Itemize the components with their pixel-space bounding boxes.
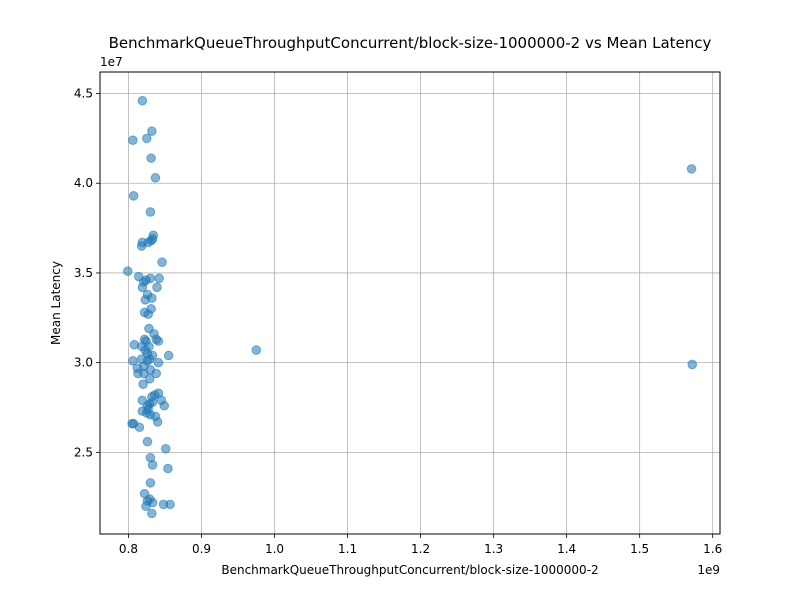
data-point bbox=[163, 463, 173, 474]
chart-title: BenchmarkQueueThroughputConcurrent/block… bbox=[109, 34, 712, 52]
data-point bbox=[151, 368, 162, 379]
data-point bbox=[144, 374, 155, 384]
x-axis-offset-text: 1e9 bbox=[697, 563, 720, 577]
x-axis-ticks: 0.8 0.9 1.0 1.1 1.2 1.3 1.4 1.5 1.6 bbox=[119, 534, 722, 556]
x-tick-label: 1.5 bbox=[630, 542, 649, 556]
data-points bbox=[122, 95, 698, 519]
data-point bbox=[137, 406, 148, 416]
data-point bbox=[141, 501, 151, 511]
x-tick-label: 1.4 bbox=[557, 542, 576, 556]
y-axis-ticks: 2.5 3.0 3.5 4.0 4.5 bbox=[74, 87, 100, 459]
data-point bbox=[150, 173, 161, 183]
data-point bbox=[139, 368, 149, 379]
data-point bbox=[137, 95, 148, 106]
data-point bbox=[145, 478, 156, 488]
data-point bbox=[146, 304, 156, 314]
data-point bbox=[142, 436, 153, 447]
x-axis-label: BenchmarkQueueThroughputConcurrent/block… bbox=[221, 563, 598, 577]
plot-frame bbox=[99, 71, 721, 535]
data-point bbox=[128, 356, 138, 366]
data-point bbox=[163, 350, 174, 361]
data-point bbox=[122, 266, 133, 276]
data-point bbox=[128, 135, 138, 145]
data-point bbox=[147, 508, 157, 519]
x-tick-label: 1.6 bbox=[703, 542, 722, 556]
data-point bbox=[154, 273, 164, 284]
data-point bbox=[687, 359, 698, 370]
data-point bbox=[147, 460, 158, 470]
data-point bbox=[153, 336, 164, 346]
data-point bbox=[157, 257, 167, 267]
data-point bbox=[141, 133, 152, 144]
data-point bbox=[165, 499, 175, 510]
data-point bbox=[152, 417, 163, 427]
data-point bbox=[138, 379, 148, 389]
data-point bbox=[686, 164, 697, 174]
y-axis-label: Mean Latency bbox=[49, 261, 63, 345]
data-point bbox=[128, 190, 139, 201]
y-tick-label: 4.5 bbox=[74, 87, 93, 101]
data-point bbox=[147, 126, 157, 137]
y-tick-label: 2.5 bbox=[74, 445, 93, 459]
data-point bbox=[160, 443, 171, 454]
data-point bbox=[152, 282, 162, 293]
x-tick-label: 0.9 bbox=[192, 542, 211, 556]
data-point bbox=[159, 400, 170, 411]
data-point bbox=[143, 237, 153, 248]
data-point bbox=[134, 422, 145, 433]
data-point bbox=[137, 282, 148, 293]
y-axis-offset-text: 1e7 bbox=[100, 55, 123, 69]
y-tick-label: 4.0 bbox=[74, 176, 93, 190]
data-point bbox=[147, 293, 157, 303]
data-point bbox=[251, 345, 262, 355]
x-tick-label: 0.8 bbox=[119, 542, 138, 556]
data-point bbox=[145, 207, 156, 217]
data-point bbox=[153, 357, 164, 368]
grid-lines bbox=[100, 72, 720, 534]
x-tick-label: 1.2 bbox=[411, 542, 430, 556]
x-tick-label: 1.1 bbox=[338, 542, 357, 556]
y-tick-label: 3.0 bbox=[74, 356, 93, 370]
x-tick-label: 1.3 bbox=[484, 542, 503, 556]
data-point bbox=[146, 153, 156, 163]
y-tick-label: 3.5 bbox=[74, 266, 93, 280]
x-tick-label: 1.0 bbox=[265, 542, 284, 556]
